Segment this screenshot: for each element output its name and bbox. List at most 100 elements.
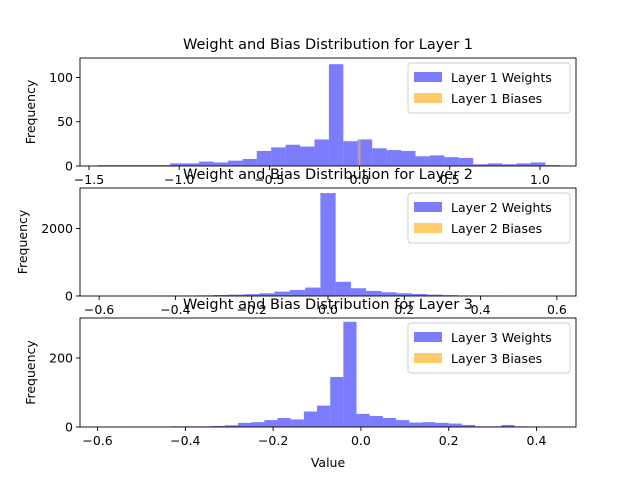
weight-bar <box>487 163 503 166</box>
legend-swatch <box>414 353 442 363</box>
x-tick-label: −0.5 <box>254 172 284 187</box>
legend-box <box>407 62 571 114</box>
weight-bar <box>289 289 306 296</box>
weight-bar <box>238 422 252 427</box>
weight-bar <box>396 420 410 427</box>
weight-bar <box>184 163 200 166</box>
weight-bar <box>285 144 301 166</box>
series-weights <box>152 193 504 296</box>
weight-bar <box>448 423 462 427</box>
legend-box <box>407 322 571 374</box>
weight-bar <box>228 294 245 296</box>
weight-bar <box>335 281 351 296</box>
legend: Layer 3 Weights Layer 3 Biases <box>407 322 571 374</box>
weight-bar <box>409 422 423 427</box>
legend-label: Layer 2 Biases <box>451 221 542 236</box>
x-tick-label: 1.0 <box>530 172 550 187</box>
y-axis-label: Frequency <box>15 209 30 274</box>
weight-bar <box>199 161 214 166</box>
subplot-layer-2: −0.6 −0.4 −0.2 0.0 0.2 0.4 0.6 0 2000 Frequency We… <box>15 167 577 317</box>
weight-bar <box>274 291 290 296</box>
subplot-layer-1: −1.5 −1.0 −0.5 0.0 0.5 1.0 0 50 100 Frequency Weig… <box>23 37 577 187</box>
weight-bar <box>277 418 291 427</box>
weight-bar <box>303 411 318 427</box>
x-tick-label: 0.4 <box>471 302 491 317</box>
axes-frame <box>79 57 577 167</box>
weight-bar <box>435 422 449 427</box>
weight-bar <box>271 147 286 166</box>
weight-bar <box>369 415 383 427</box>
weight-bar <box>314 139 329 166</box>
y-axis-label: Frequency <box>23 340 38 405</box>
weight-bar <box>227 160 243 166</box>
weight-bar <box>396 293 412 296</box>
weight-bar <box>411 293 428 296</box>
y-tick-label: 0 <box>65 159 73 174</box>
x-axis-label: Value <box>311 455 346 470</box>
weight-bar <box>290 419 304 427</box>
weight-bar <box>501 424 515 427</box>
legend-box <box>407 192 571 244</box>
weight-bar <box>224 425 239 427</box>
weight-bar <box>401 150 416 166</box>
series-weights <box>132 321 555 427</box>
x-tick-label: 0.0 <box>351 433 371 448</box>
legend-swatch <box>414 202 442 212</box>
y-tick-label: 50 <box>57 114 73 129</box>
chart-title: Weight and Bias Distribution for Layer 1 <box>183 37 473 53</box>
x-tick-label: 0.5 <box>440 172 460 187</box>
legend: Layer 2 Weights Layer 2 Biases <box>407 192 571 244</box>
x-tick-label: −0.4 <box>160 302 190 317</box>
weight-bar <box>330 376 344 427</box>
subplot-layer-3: −0.6 −0.4 −0.2 0.0 0.2 0.4 0 200 Frequency Value W… <box>23 297 577 470</box>
legend: Layer 1 Weights Layer 1 Biases <box>407 62 571 114</box>
weight-bar <box>386 150 402 166</box>
legend-label: Layer 2 Weights <box>451 200 552 215</box>
weight-bar <box>343 321 357 427</box>
weight-bar <box>251 422 265 427</box>
weight-bar <box>422 422 436 427</box>
legend-swatch <box>414 72 442 82</box>
weight-bar <box>516 163 531 166</box>
x-tick-label: −0.2 <box>258 433 288 448</box>
y-tick-label: 2000 <box>41 221 73 236</box>
series-weights <box>98 64 560 166</box>
axes-frame <box>79 317 577 428</box>
y-tick-label: 0 <box>65 289 73 304</box>
weight-bar <box>320 193 336 296</box>
weight-bar <box>317 405 331 427</box>
weight-bar <box>256 150 272 166</box>
x-tick-label: 0.2 <box>394 302 414 317</box>
bias-bar <box>358 139 361 166</box>
series-biases <box>358 139 361 166</box>
weight-bar <box>242 158 257 166</box>
x-tick-label: −0.4 <box>170 433 200 448</box>
x-tick-label: 0.0 <box>350 172 370 187</box>
weight-bar <box>427 294 443 296</box>
legend-label: Layer 3 Weights <box>451 330 552 345</box>
weight-bar <box>415 156 430 166</box>
weight-bar <box>213 294 229 296</box>
legend-swatch <box>414 332 442 342</box>
x-tick-label: −0.6 <box>84 302 114 317</box>
weight-bar <box>444 157 459 166</box>
weight-bar <box>213 162 228 166</box>
legend-label: Layer 1 Weights <box>451 70 552 85</box>
y-tick-label: 100 <box>49 70 73 85</box>
x-tick-label: −1.0 <box>164 172 194 187</box>
weight-bar <box>244 294 260 296</box>
weight-bar <box>366 290 382 296</box>
weight-bar <box>170 163 185 166</box>
weight-bar <box>502 164 517 166</box>
weight-bar <box>429 155 445 166</box>
legend-swatch <box>414 93 442 103</box>
weight-bar <box>530 162 546 166</box>
weight-bar <box>300 146 315 166</box>
weight-bar <box>343 141 358 166</box>
legend-label: Layer 1 Biases <box>451 91 542 106</box>
weight-bar <box>357 139 373 166</box>
x-tick-label: −1.5 <box>74 172 104 187</box>
y-tick-label: 0 <box>65 420 73 435</box>
weight-bar <box>381 292 397 296</box>
x-tick-label: 0.4 <box>527 433 547 448</box>
